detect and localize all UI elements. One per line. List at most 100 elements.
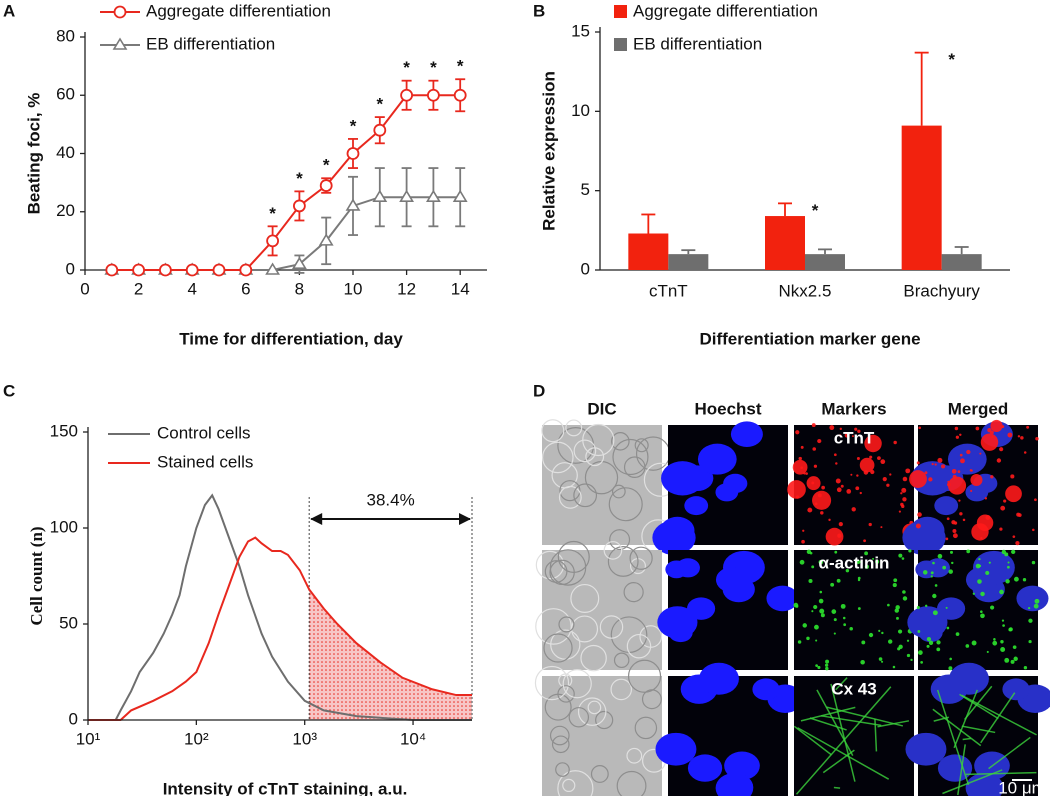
- stain-dot: [905, 468, 911, 474]
- stain-dot: [802, 529, 805, 532]
- stain-dot: [795, 495, 800, 499]
- stain-dot: [868, 522, 872, 527]
- stain-dot: [924, 604, 928, 608]
- stain-dot: [930, 575, 933, 578]
- stain-dot: [955, 632, 960, 636]
- stain-dot: [952, 533, 958, 539]
- stain-dot: [917, 512, 922, 517]
- cell-texture: [565, 419, 583, 437]
- cell-texture: [577, 697, 607, 726]
- stain-dot: [926, 644, 930, 648]
- cell-texture: [550, 629, 581, 660]
- stain-dot: [966, 449, 971, 455]
- y-tick-label: 20: [56, 201, 75, 220]
- stain-dot: [801, 539, 805, 544]
- x-tick-label: Nkx2.5: [779, 281, 832, 300]
- stain-dot: [932, 610, 938, 616]
- stain-dot: [844, 433, 850, 438]
- stain-dot: [1012, 535, 1016, 539]
- stain-dot: [817, 493, 822, 498]
- x-tick-label: 0: [80, 279, 89, 298]
- significance-star: *: [812, 201, 819, 220]
- stain-dot: [836, 578, 841, 583]
- stain-dot: [1001, 619, 1005, 622]
- stain-dot: [833, 618, 837, 622]
- stain-dot: [937, 553, 943, 559]
- junction: [820, 715, 882, 727]
- bar: [805, 254, 845, 270]
- stain-dot: [952, 528, 957, 533]
- junction: [793, 725, 832, 756]
- stain-dot: [1015, 540, 1020, 546]
- stain-dot: [1007, 565, 1010, 569]
- stain-dot: [892, 583, 897, 588]
- stain-dot: [949, 550, 954, 554]
- stain-dot: [1002, 624, 1005, 627]
- stain-dot: [811, 481, 815, 485]
- stain-dot: [855, 486, 860, 491]
- stain-dot: [818, 559, 824, 565]
- stain-dot: [859, 457, 875, 473]
- junction: [965, 771, 1037, 776]
- marker-label: Cx 43: [831, 679, 876, 698]
- stain-dot: [1004, 657, 1010, 663]
- stain-dot: [877, 456, 881, 461]
- stain-dot: [833, 453, 837, 457]
- stain-dot: [845, 568, 850, 573]
- stain-dot: [819, 590, 823, 594]
- legend-marker: [112, 37, 128, 50]
- stain-dot: [809, 551, 813, 555]
- nucleus: [948, 662, 989, 695]
- y-axis-label: Beating foci, %: [24, 93, 43, 215]
- stain-dot: [857, 578, 861, 582]
- marker: [185, 263, 199, 277]
- marker-label: α-actinin: [819, 553, 890, 572]
- stain-dot: [815, 639, 818, 642]
- nucleus: [730, 421, 763, 447]
- stain-dot: [854, 427, 858, 431]
- stain-dot: [926, 637, 932, 642]
- stain-dot: [887, 603, 890, 607]
- stain-dot: [990, 605, 995, 610]
- nucleus: [661, 461, 704, 496]
- cell-texture: [603, 541, 623, 560]
- x-tick-label: 14: [451, 279, 470, 298]
- stain-dot: [918, 650, 923, 655]
- cell-texture: [558, 485, 582, 509]
- stain-dot: [898, 553, 903, 558]
- cell-texture: [623, 581, 644, 603]
- cell-texture: [543, 633, 573, 663]
- stain-dot: [795, 430, 800, 435]
- stain-dot: [901, 504, 905, 509]
- junction: [980, 692, 1016, 744]
- stain-dot: [936, 640, 941, 645]
- marker: [426, 88, 440, 102]
- stain-dot: [986, 650, 989, 654]
- cell-texture: [613, 652, 630, 669]
- micrograph: [787, 423, 918, 546]
- stain-dot: [1028, 618, 1033, 623]
- stain-dot: [820, 511, 824, 515]
- bar: [941, 254, 982, 270]
- marker: [453, 88, 467, 102]
- series-line: [88, 493, 472, 721]
- cell-texture: [549, 725, 570, 746]
- stain-dot: [1011, 549, 1016, 555]
- cell-texture: [587, 700, 602, 715]
- stain-dot: [878, 657, 883, 661]
- stain-dot: [930, 571, 934, 575]
- junction: [953, 689, 979, 749]
- stain-dot: [984, 497, 988, 500]
- stain-dot: [813, 604, 818, 610]
- stain-dot: [856, 474, 859, 477]
- cell-texture: [599, 615, 624, 639]
- micrograph: [793, 549, 914, 671]
- stain-dot: [980, 613, 985, 619]
- nucleus: [947, 443, 987, 475]
- stain-dot: [872, 557, 875, 560]
- nucleus: [657, 606, 698, 639]
- junction: [942, 769, 1003, 795]
- stain-dot: [835, 462, 838, 465]
- nucleus: [715, 567, 748, 593]
- stain-dot: [838, 434, 842, 437]
